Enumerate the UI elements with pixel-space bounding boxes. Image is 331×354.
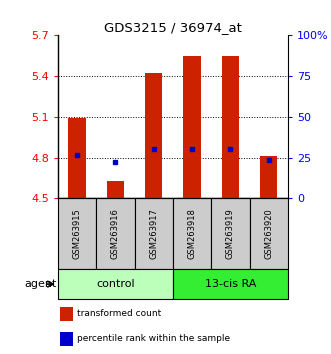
Text: GSM263919: GSM263919 — [226, 208, 235, 259]
Bar — [107, 181, 124, 198]
Text: GSM263917: GSM263917 — [149, 208, 158, 259]
Bar — [250, 198, 288, 269]
Text: GSM263920: GSM263920 — [264, 208, 273, 259]
Bar — [211, 198, 250, 269]
Text: GSM263915: GSM263915 — [72, 208, 82, 259]
Text: GSM263918: GSM263918 — [188, 208, 197, 259]
Bar — [145, 73, 163, 198]
Title: GDS3215 / 36974_at: GDS3215 / 36974_at — [104, 21, 242, 34]
Text: agent: agent — [24, 279, 56, 289]
Bar — [173, 269, 288, 299]
Bar — [58, 198, 96, 269]
Text: transformed count: transformed count — [77, 309, 162, 318]
Bar — [173, 198, 211, 269]
Bar — [260, 156, 277, 198]
Text: 13-cis RA: 13-cis RA — [205, 279, 256, 289]
Bar — [183, 56, 201, 198]
Bar — [60, 332, 73, 346]
Text: control: control — [96, 279, 135, 289]
Bar — [135, 198, 173, 269]
Bar — [222, 56, 239, 198]
Bar — [60, 307, 73, 321]
Text: percentile rank within the sample: percentile rank within the sample — [77, 334, 231, 343]
Bar — [96, 198, 135, 269]
Bar — [69, 118, 86, 198]
Text: GSM263916: GSM263916 — [111, 208, 120, 259]
Bar — [58, 269, 173, 299]
